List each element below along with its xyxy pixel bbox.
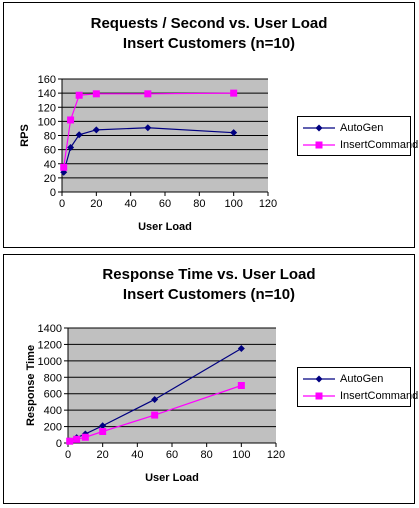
legend-marker-autogen [315,124,323,132]
rt-tick-label-x-100: 100 [232,449,250,461]
legend-item-insertcommand: InsertCommand [302,138,418,152]
rps-tick-label-y-120: 120 [38,102,56,114]
rt-y-axis-label: Response Time [25,345,37,426]
rps-chart-legend: AutoGen InsertCommand [297,116,418,156]
rps-point-autogen-4 [144,124,152,132]
rps-tick-label-y-100: 100 [38,116,56,128]
response-time-chart-title: Response Time vs. User Load [102,266,316,283]
rt-point-insertcommand-5 [237,382,245,389]
rt-tick-label-y-200: 200 [44,422,62,434]
rt-point-autogen-3 [99,422,107,430]
rps-tick-label-x-40: 40 [125,198,137,210]
rps-tick-label-y-140: 140 [38,88,56,100]
rt-tick-label-y-600: 600 [44,389,62,401]
rps-point-insertcommand-5 [230,89,238,97]
response-time-chart-panel: Response Time vs. User Load Insert Custo… [3,254,418,504]
legend-symbol-autogen [303,375,335,383]
rps-tick-label-x-60: 60 [159,198,171,210]
rps-y-axis-label: RPS [19,124,31,147]
legend-swatch-insertcommand [302,389,336,403]
rps-point-autogen-5 [230,129,238,137]
legend-marker-autogen [315,375,323,383]
rps-tick-label-y-40: 40 [44,159,56,171]
rps-tick-label-y-60: 60 [44,145,56,157]
rps-series-line-autogen [63,127,234,173]
legend-item-autogen: AutoGen [302,121,383,135]
rps-tick-label-y-0: 0 [50,187,56,199]
rps-tick-label-x-100: 100 [224,198,242,210]
rt-tick-label-x-40: 40 [131,449,143,461]
rt-point-insertcommand-3 [99,428,107,435]
rps-tick-label-x-120: 120 [259,198,277,210]
rt-tick-label-y-0: 0 [56,438,62,450]
response-time-chart-plot: 0 200 400 600 800 1000 1200 1400 0 20 40 60 80 100 120… [25,323,285,484]
rt-tick-label-x-120: 120 [267,449,285,461]
legend-item-autogen: AutoGen [302,372,383,386]
rps-tick-label-y-160: 160 [38,74,56,86]
rt-tick-label-y-1200: 1200 [38,339,62,351]
rps-point-autogen-1 [67,144,75,152]
rt-tick-label-y-800: 800 [44,372,62,384]
response-time-chart-subtitle: Insert Customers (n=10) [122,286,296,303]
rps-point-insertcommand-3 [92,90,100,98]
legend-label-insertcommand: InsertCommand [340,390,419,402]
rt-point-insertcommand-4 [151,411,159,419]
rt-tick-label-y-1400: 1400 [38,323,62,335]
legend-swatch-autogen [302,372,336,386]
rps-point-insertcommand-1 [67,116,75,124]
rps-series-line-insertcommand [63,92,234,168]
rps-point-insertcommand-4 [144,90,152,98]
legend-symbol-insertcommand [303,392,335,400]
rps-chart-subtitle: Insert Customers (n=10) [122,35,296,52]
rt-tick-label-x-80: 80 [201,449,213,461]
rps-chart-title: Requests / Second vs. User Load [90,15,328,32]
rps-point-insertcommand-0 [60,163,68,171]
legend-label-autogen: AutoGen [340,122,384,134]
legend-swatch-autogen [302,121,336,135]
rt-point-insertcommand-2 [81,433,89,441]
legend-symbol-insertcommand [303,141,335,149]
rps-chart-panel: Requests / Second vs. User Load Insert C… [3,2,418,248]
legend-label-insertcommand: InsertCommand [340,139,419,151]
legend-label-autogen: AutoGen [340,373,384,385]
rps-point-autogen-3 [92,126,100,134]
rt-tick-label-y-400: 400 [44,405,62,417]
rt-point-autogen-5 [237,345,245,353]
rps-point-insertcommand-2 [75,91,83,99]
rt-point-insertcommand-0 [66,437,74,445]
legend-symbol-autogen [303,124,335,132]
rps-tick-label-x-80: 80 [193,198,205,210]
rt-point-insertcommand-1 [73,435,81,443]
rps-chart-plot: 0 20 40 60 80 100 120 140 160 0 20 40 60 80 100 120 User… [19,74,277,233]
rps-tick-label-y-80: 80 [44,131,56,143]
legend-item-insertcommand: InsertCommand [302,389,418,403]
response-time-chart-legend: AutoGen InsertCommand [297,367,418,407]
rt-point-autogen-4 [151,395,159,403]
rt-tick-label-y-1000: 1000 [38,356,62,368]
rps-tick-label-x-0: 0 [59,198,65,210]
rps-point-autogen-2 [75,131,83,139]
rps-tick-label-y-20: 20 [44,173,56,185]
legend-marker-insertcommand [315,141,323,149]
rt-tick-label-x-60: 60 [166,449,178,461]
rt-tick-label-x-0: 0 [65,449,71,461]
rt-tick-label-x-20: 20 [97,449,109,461]
rps-x-axis-label: User Load [138,221,192,233]
rt-x-axis-label: User Load [145,472,199,484]
rps-tick-label-x-20: 20 [90,198,102,210]
legend-swatch-insertcommand [302,138,336,152]
legend-marker-insertcommand [315,392,323,400]
